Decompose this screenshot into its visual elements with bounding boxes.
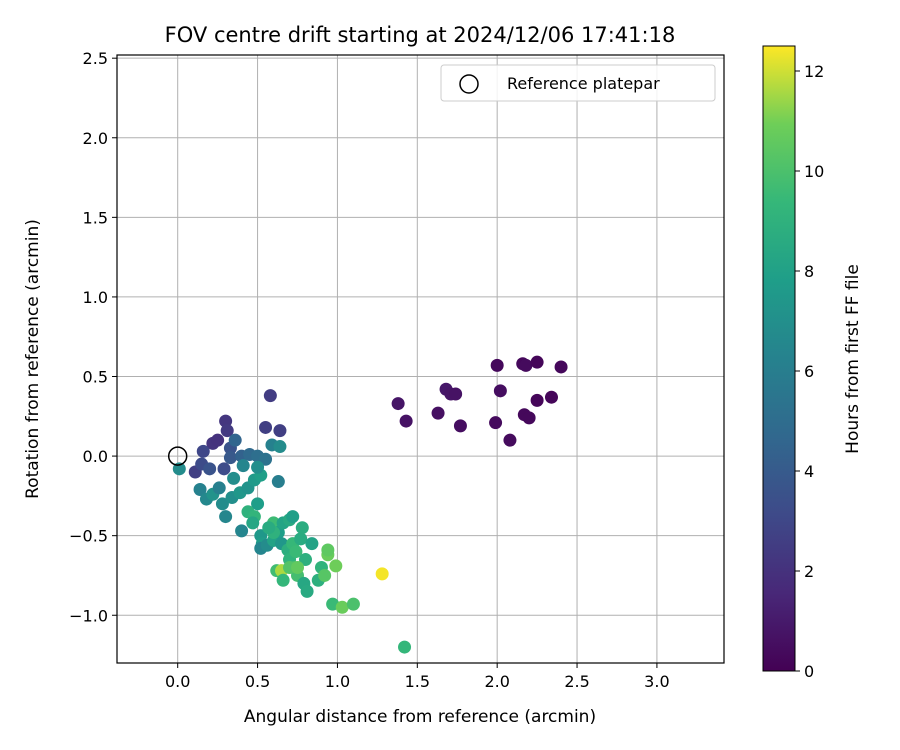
grid xyxy=(117,55,724,663)
data-point xyxy=(219,510,233,524)
data-point xyxy=(286,510,300,524)
x-tick-label: 2.0 xyxy=(484,672,509,691)
data-point xyxy=(289,545,303,559)
y-tick-label: 0.0 xyxy=(83,447,108,466)
data-point xyxy=(211,433,225,447)
x-tick-label: 1.0 xyxy=(325,672,350,691)
colorbar-tick-label: 0 xyxy=(804,662,814,681)
data-point xyxy=(273,440,287,454)
data-point xyxy=(329,559,343,573)
data-point xyxy=(259,452,273,466)
y-tick-label: −1.0 xyxy=(69,606,108,625)
x-tick-label: 3.0 xyxy=(644,672,669,691)
legend-marker-icon xyxy=(459,74,479,94)
colorbar-tick-label: 12 xyxy=(804,62,824,81)
y-tick-label: 2.0 xyxy=(83,129,108,148)
data-point xyxy=(223,451,237,465)
data-point xyxy=(346,597,360,611)
x-tick-label: 1.5 xyxy=(405,672,430,691)
colorbar-gradient xyxy=(762,45,796,672)
data-point xyxy=(321,543,335,557)
colorbar-tick-label: 8 xyxy=(804,262,814,281)
colorbar-tick-label: 6 xyxy=(804,362,814,381)
data-point xyxy=(203,462,217,476)
x-tick-label: 0.5 xyxy=(245,672,270,691)
data-point xyxy=(246,516,260,530)
data-point xyxy=(503,433,517,447)
data-point xyxy=(251,460,265,474)
data-point xyxy=(519,358,533,372)
data-point xyxy=(295,521,309,535)
data-points xyxy=(172,355,568,654)
data-point xyxy=(522,411,536,425)
data-point xyxy=(259,420,273,434)
data-point xyxy=(262,521,276,535)
data-point xyxy=(251,497,265,511)
colorbar-ticks: 0 2 4 6 8 10 12 xyxy=(795,62,824,681)
y-axis: −1.0 −0.5 0.0 0.5 1.0 1.5 2.0 2.5 xyxy=(69,49,117,625)
data-point xyxy=(276,573,290,587)
data-point xyxy=(335,600,349,614)
data-point xyxy=(490,358,504,372)
data-point xyxy=(375,567,389,581)
y-tick-label: 1.5 xyxy=(83,208,108,227)
chart-title: FOV centre drift starting at 2024/12/06 … xyxy=(165,23,676,47)
data-point xyxy=(544,390,558,404)
data-point xyxy=(215,497,229,511)
x-axis: 0.0 0.5 1.0 1.5 2.0 2.5 3.0 xyxy=(165,663,670,691)
data-point xyxy=(217,462,231,476)
data-point xyxy=(236,459,250,473)
data-point xyxy=(530,355,544,369)
data-point xyxy=(449,387,463,401)
data-point xyxy=(300,584,314,598)
data-point xyxy=(399,414,413,428)
colorbar-tick-label: 10 xyxy=(804,162,824,181)
data-point xyxy=(391,397,405,411)
data-point xyxy=(196,444,210,458)
x-tick-label: 2.5 xyxy=(564,672,589,691)
data-point xyxy=(220,424,234,438)
data-point xyxy=(530,393,544,407)
legend-label: Reference platepar xyxy=(507,74,660,93)
data-point xyxy=(431,406,445,420)
data-point xyxy=(294,532,308,546)
y-tick-label: 2.5 xyxy=(83,49,108,68)
x-tick-label: 0.0 xyxy=(165,672,190,691)
data-point xyxy=(489,416,503,430)
colorbar-label: Hours from first FF file xyxy=(843,264,863,454)
data-point xyxy=(219,414,233,428)
legend-box xyxy=(440,64,716,102)
data-point xyxy=(263,389,277,403)
data-point xyxy=(298,553,312,567)
y-tick-label: 1.0 xyxy=(83,288,108,307)
data-point xyxy=(554,360,568,374)
colorbar-tick-label: 2 xyxy=(804,562,814,581)
data-point xyxy=(271,475,285,489)
reference-platepar-marker xyxy=(167,446,188,466)
data-point xyxy=(228,433,242,447)
data-point xyxy=(305,537,319,551)
data-point xyxy=(291,561,305,575)
y-axis-label: Rotation from reference (arcmin) xyxy=(23,219,43,499)
plot-frame xyxy=(116,54,725,664)
colorbar-tick-label: 4 xyxy=(804,462,814,481)
data-point xyxy=(453,419,467,433)
data-point xyxy=(318,568,332,582)
x-axis-label: Angular distance from reference (arcmin) xyxy=(244,707,596,727)
y-tick-label: −0.5 xyxy=(69,527,108,546)
y-tick-label: 0.5 xyxy=(83,368,108,387)
data-point xyxy=(235,524,249,538)
data-point xyxy=(273,424,287,438)
data-point xyxy=(193,483,207,497)
colorbar: 0 2 4 6 8 10 12 Hours from first FF file xyxy=(762,45,863,681)
legend: Reference platepar xyxy=(440,64,716,102)
data-point xyxy=(398,640,412,654)
data-point xyxy=(227,471,241,485)
data-point xyxy=(493,384,507,398)
data-point xyxy=(212,481,226,495)
